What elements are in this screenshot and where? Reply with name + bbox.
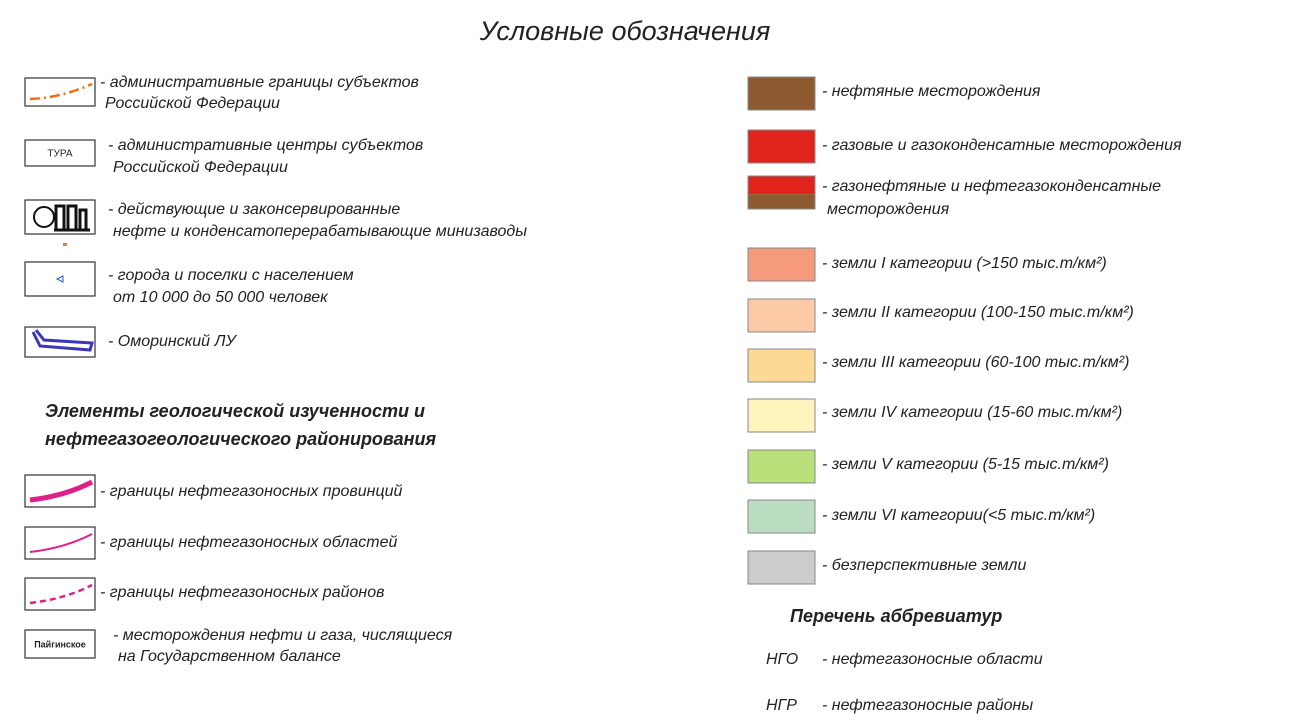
legend-text: - земли III категории (60-100 тыс.т/км²) xyxy=(822,354,1129,371)
province-line xyxy=(29,479,94,503)
abbreviations-heading: Перечень аббревиатур xyxy=(790,606,1002,626)
icon-frame xyxy=(24,261,96,297)
plant-icon xyxy=(54,204,90,232)
abbreviation-text: - нефтегазоносные районы xyxy=(822,697,1033,714)
plant-marker xyxy=(63,243,67,246)
legend-text: - газонефтяные и нефтегазоконденсатные xyxy=(822,178,1161,195)
plant-icon xyxy=(33,206,55,228)
section-heading: Элементы геологической изученности и xyxy=(45,401,425,421)
legend-text: - административные центры субъектов xyxy=(108,137,423,154)
legend-text: - земли V категории (5-15 тыс.т/км²) xyxy=(822,456,1109,473)
legend-text: - нефтяные месторождения xyxy=(822,83,1041,100)
icon-frame xyxy=(24,629,96,659)
swatch xyxy=(747,449,816,484)
swatch xyxy=(747,398,816,433)
swatch xyxy=(748,194,815,209)
section-heading: нефтегазогеологического районирования xyxy=(45,429,436,449)
abbreviation: НГО xyxy=(766,651,798,668)
legend-text: - административные границы субъектов xyxy=(100,74,419,91)
district-line xyxy=(29,583,93,605)
legend-text: - действующие и законсервированные xyxy=(108,201,400,218)
abbreviation-text: - нефтегазоносные области xyxy=(822,651,1043,668)
swatch-frame xyxy=(747,175,816,210)
icon-frame xyxy=(24,526,96,560)
legend-text: - земли I категории (>150 тыс.т/км²) xyxy=(822,255,1107,272)
legend-text: Российской Федерации xyxy=(105,95,280,112)
swatch xyxy=(748,176,815,195)
abbreviation: НГР xyxy=(766,697,797,714)
border-line xyxy=(29,82,93,101)
legend-text: - границы нефтегазоносных районов xyxy=(100,584,384,601)
legend-text: - месторождения нефти и газа, числящиеся xyxy=(113,627,453,644)
city-icon xyxy=(55,275,64,283)
swatch xyxy=(747,550,816,585)
legend-text: - Оморинский ЛУ xyxy=(108,333,237,350)
swatch xyxy=(747,129,816,164)
legend-text: - города и поселки с населением xyxy=(108,267,354,284)
legend-text: - границы нефтегазоносных областей xyxy=(100,534,397,551)
icon-label: ТУРА xyxy=(47,149,72,160)
icon-frame xyxy=(24,474,96,508)
icon-frame xyxy=(24,577,96,611)
region-line xyxy=(29,533,93,553)
legend-text: месторождения xyxy=(827,201,950,218)
legend-text: - газовые и газоконденсатные месторожден… xyxy=(822,137,1182,154)
legend-text: - безперспективные земли xyxy=(822,557,1026,574)
legend-text: - границы нефтегазоносных провинций xyxy=(100,483,402,500)
area-icon xyxy=(31,329,94,352)
swatch xyxy=(747,348,816,383)
legend-text: на Государственном балансе xyxy=(118,648,341,665)
swatch xyxy=(747,247,816,282)
swatch xyxy=(747,298,816,333)
icon-frame xyxy=(24,139,96,167)
swatch xyxy=(747,76,816,111)
legend-text: от 10 000 до 50 000 человек xyxy=(113,289,329,306)
legend-title: Условные обозначения xyxy=(479,16,771,46)
legend-text: Российской Федерации xyxy=(113,159,288,176)
legend-text: - земли IV категории (15-60 тыс.т/км²) xyxy=(822,404,1122,421)
icon-frame xyxy=(24,77,96,107)
legend-text: - земли II категории (100-150 тыс.т/км²) xyxy=(822,304,1134,321)
legend-text: - земли VI категории(<5 тыс.т/км²) xyxy=(822,507,1095,524)
swatch xyxy=(747,499,816,534)
icon-label: Пайгинское xyxy=(34,639,86,649)
legend-text: нефте и конденсатоперерабатывающие миниз… xyxy=(113,223,527,240)
